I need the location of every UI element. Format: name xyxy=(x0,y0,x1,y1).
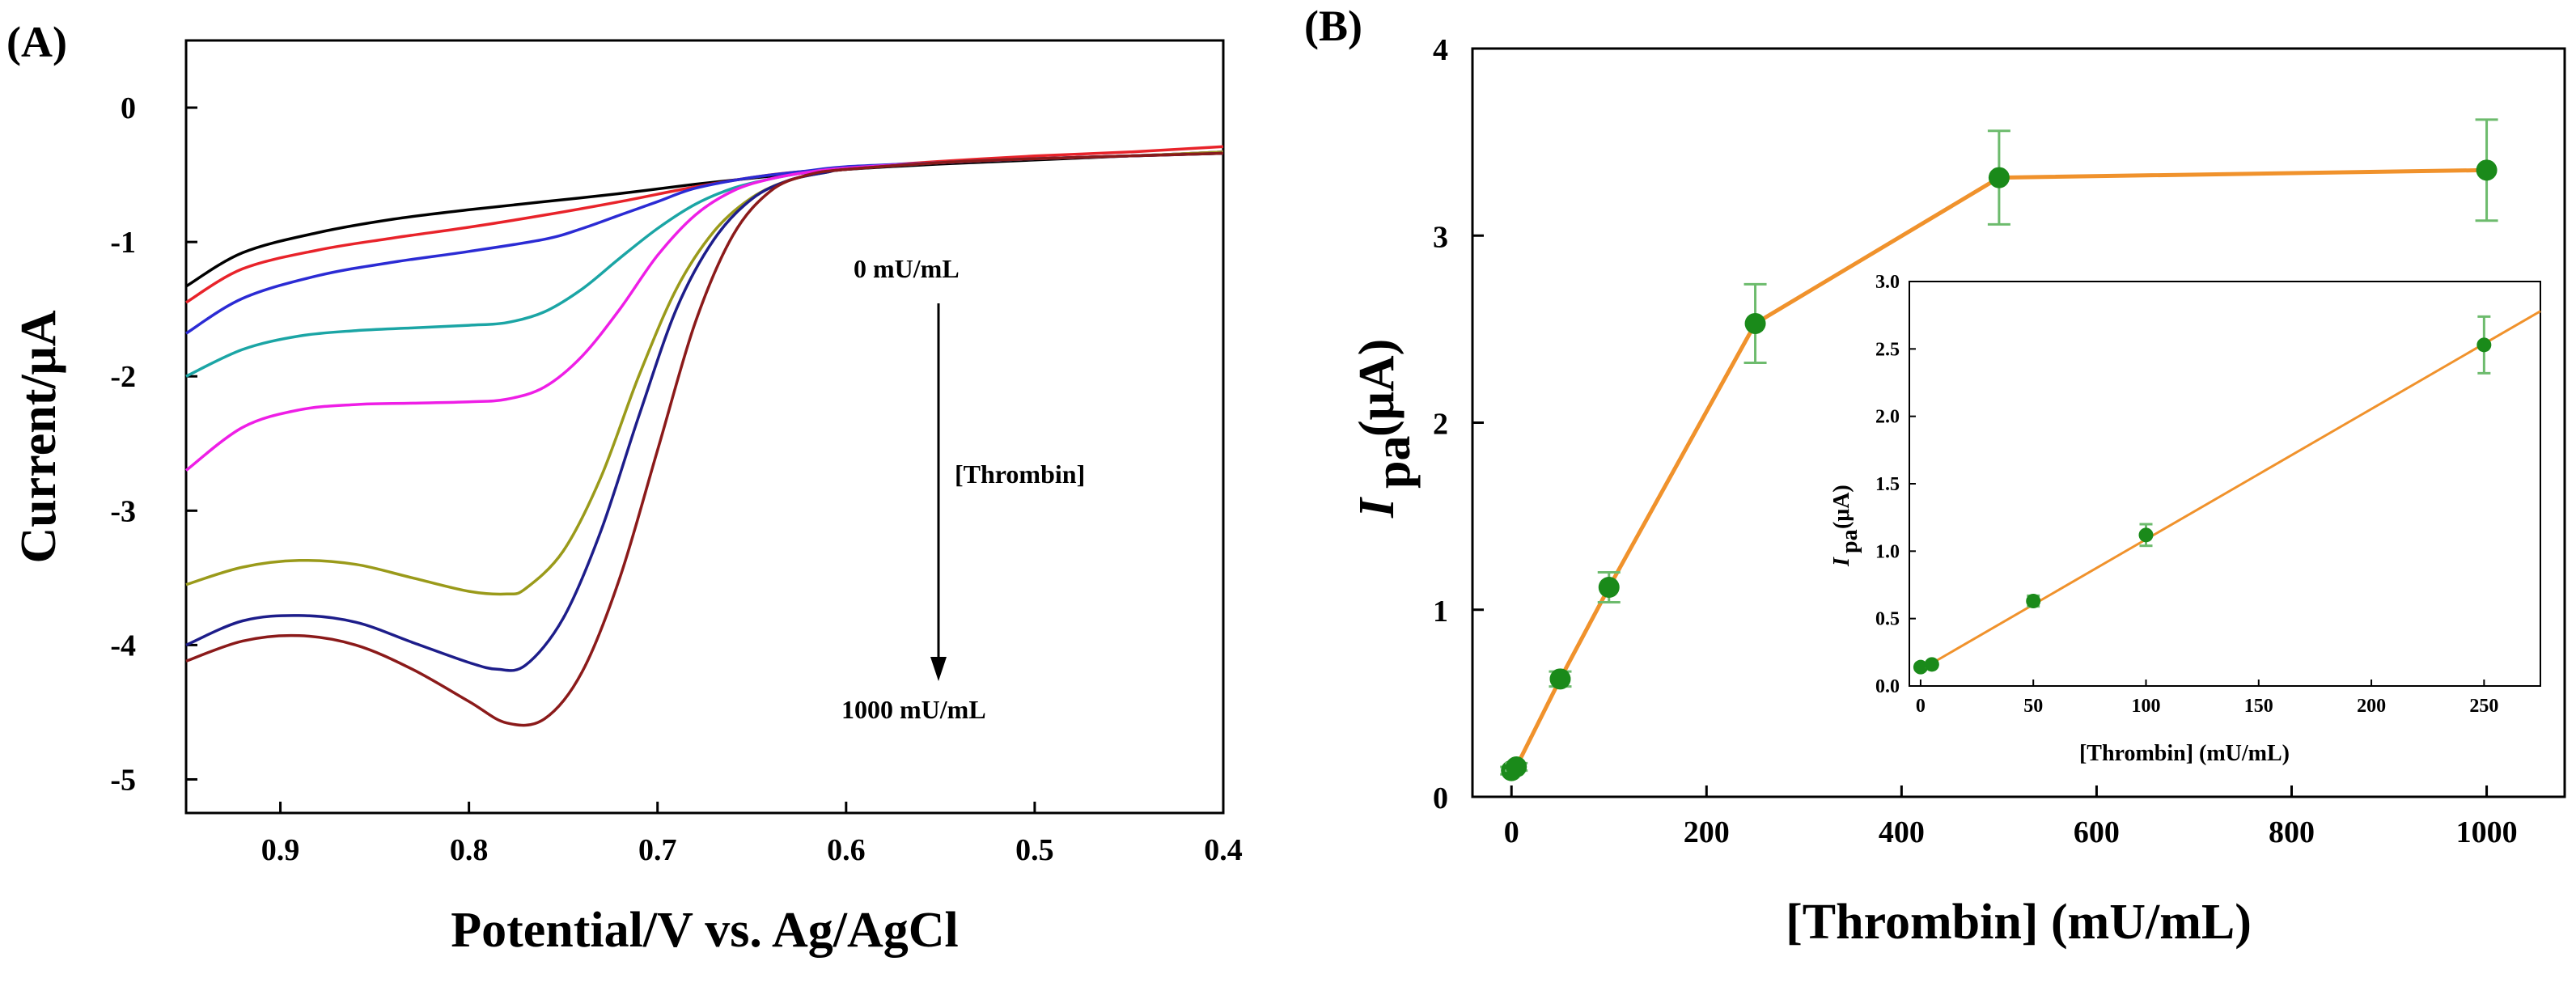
inset-ipa-symbol: I xyxy=(1829,557,1854,567)
inset-ticks: 0 50 100 150 200 250 0.0 0.5 1.0 1.5 2.0 2.5 3.0 xyxy=(1875,272,2498,717)
inset-y-axis-title: I pa (μA) xyxy=(1829,485,1862,567)
panel-b-x-tick-label: 0 xyxy=(1504,815,1519,849)
inset-y-tick-label: 2.0 xyxy=(1875,407,1900,428)
inset-data-point xyxy=(2476,337,2492,353)
panel-b-data-point xyxy=(1506,756,1527,777)
panel-b-y-axis-title: I pa (μA) xyxy=(1349,339,1421,519)
panel-b-y-tick-label: 4 xyxy=(1433,33,1448,67)
panel-a-y-tick-label: -5 xyxy=(110,763,136,797)
panel-a-x-axis-title: Potential/V vs. Ag/AgCl xyxy=(451,903,958,958)
inset-x-tick-label: 200 xyxy=(2357,696,2386,717)
panel-b-y-tick-label: 1 xyxy=(1433,595,1448,629)
panel-b-data-point xyxy=(1549,668,1571,690)
inset-ipa-unit: (μA) xyxy=(1829,485,1854,529)
panel-a-y-tick-label: -1 xyxy=(110,226,136,260)
inset-y-tick-label: 0.0 xyxy=(1875,676,1900,697)
panel-a-y-tick-label: -3 xyxy=(110,494,136,528)
inset-data-point xyxy=(1913,659,1928,675)
inset-y-tick-label: 0.5 xyxy=(1875,609,1900,630)
panel-a: (A) 0.9 0.8 0.7 0.6 0.5 0.4 0 -1 -2 -3 -4 -5 0 mU/m… xyxy=(6,18,1243,958)
panel-b-label: (B) xyxy=(1304,2,1362,50)
panel-a-y-tick-label: 0 xyxy=(121,91,136,125)
inset-chart: 0 50 100 150 200 250 0.0 0.5 1.0 1.5 2.0 2.5 3.0 [Th… xyxy=(1829,272,2541,766)
voltammogram-curve-7 xyxy=(185,151,1224,672)
panel-a-ticks: 0.9 0.8 0.7 0.6 0.5 0.4 0 -1 -2 -3 -4 -5 xyxy=(110,91,1242,867)
arrow-head-icon xyxy=(930,657,947,681)
panel-a-x-tick-label: 0.5 xyxy=(1015,833,1054,867)
panel-b-x-tick-label: 600 xyxy=(2074,815,2120,849)
panel-a-x-tick-label: 0.7 xyxy=(638,833,677,867)
panel-a-x-tick-label: 0.9 xyxy=(261,833,300,867)
inset-x-tick-label: 50 xyxy=(2023,696,2043,717)
inset-fit-line xyxy=(1920,310,2541,671)
annotation-start-concentration: 0 mU/mL xyxy=(854,254,960,283)
inset-y-tick-label: 1.5 xyxy=(1875,474,1900,495)
panel-b-x-tick-label: 200 xyxy=(1684,815,1730,849)
panel-a-x-tick-label: 0.8 xyxy=(450,833,489,867)
voltammogram-curve-1 xyxy=(185,151,1224,288)
inset-x-tick-label: 0 xyxy=(1916,696,1926,717)
panel-a-x-tick-label: 0.6 xyxy=(827,833,866,867)
panel-a-y-tick-label: -2 xyxy=(110,360,136,394)
inset-y-tick-label: 3.0 xyxy=(1875,272,1900,293)
inset-x-tick-label: 250 xyxy=(2469,696,2498,717)
panel-a-y-tick-label: -4 xyxy=(110,629,136,663)
panel-a-x-tick-label: 0.4 xyxy=(1204,833,1243,867)
voltammogram-curve-6 xyxy=(185,150,1224,596)
ipa-subscript: pa xyxy=(1366,436,1421,489)
ipa-unit: (μA) xyxy=(1349,339,1405,437)
annotation-end-concentration: 1000 mU/mL xyxy=(841,695,986,724)
panel-a-curves xyxy=(184,145,1224,727)
inset-y-tick-label: 2.5 xyxy=(1875,339,1900,360)
annotation-thrombin: [Thrombin] xyxy=(955,459,1085,489)
panel-a-y-axis-title: Current/μA xyxy=(11,310,66,563)
inset-data-point xyxy=(2138,527,2154,543)
panel-b-y-tick-label: 0 xyxy=(1433,781,1448,815)
panel-b-x-tick-label: 400 xyxy=(1879,815,1925,849)
inset-y-tick-label: 1.0 xyxy=(1875,541,1900,562)
panel-b-x-tick-label: 1000 xyxy=(2456,815,2518,849)
panel-a-label: (A) xyxy=(6,18,67,66)
inset-x-tick-label: 100 xyxy=(2132,696,2161,717)
panel-b-data-point xyxy=(1744,312,1766,334)
inset-x-axis-title: [Thrombin] (mU/mL) xyxy=(2079,741,2290,766)
panel-b-series xyxy=(1500,118,2498,781)
panel-b-data-point xyxy=(1598,577,1620,598)
inset-x-tick-label: 150 xyxy=(2244,696,2273,717)
inset-data-point xyxy=(1924,657,1939,672)
inset-frame xyxy=(1909,281,2541,687)
inset-ipa-subscript: pa xyxy=(1837,529,1862,553)
panel-b-y-tick-label: 3 xyxy=(1433,220,1448,254)
panel-b-y-tick-label: 2 xyxy=(1433,408,1448,442)
ipa-symbol: I xyxy=(1349,497,1405,519)
panel-b-x-axis-title: [Thrombin] (mU/mL) xyxy=(1786,895,2252,950)
voltammogram-curve-8 xyxy=(185,151,1224,727)
panel-b-data-point xyxy=(1988,167,2010,188)
panel-b-data-point xyxy=(2476,159,2498,181)
voltammogram-curve-2 xyxy=(185,145,1224,304)
panel-a-frame xyxy=(184,39,1225,815)
panel-b-x-tick-label: 800 xyxy=(2269,815,2315,849)
inset-series xyxy=(1913,310,2541,675)
inset-data-point xyxy=(2026,594,2041,608)
